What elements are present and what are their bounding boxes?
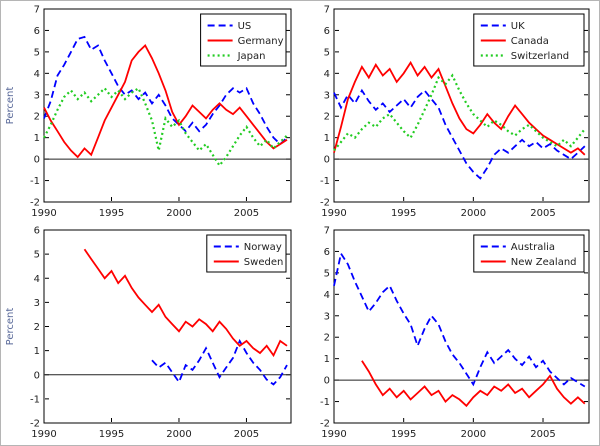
x-tick-label: 1990 — [321, 208, 346, 219]
y-tick-label: 4 — [324, 69, 330, 80]
x-tick-label: 2005 — [530, 208, 555, 219]
x-tick-label: 2000 — [166, 208, 191, 219]
legend-label: Sweden — [244, 257, 284, 268]
y-tick-label: 5 — [324, 47, 330, 58]
y-tick-label: 7 — [324, 226, 330, 237]
y-tick-label: 0 — [324, 376, 330, 387]
x-tick-label: 1995 — [391, 208, 416, 219]
y-tick-label: 1 — [324, 133, 330, 144]
x-tick-label: 1990 — [321, 429, 346, 440]
series-switzerland — [333, 73, 586, 152]
legend-label: UK — [511, 21, 525, 32]
y-tick-label: 3 — [324, 90, 330, 101]
y-axis-label: Percent — [5, 308, 16, 346]
y-tick-label: 0 — [34, 155, 40, 166]
legend-label: Norway — [244, 242, 282, 253]
legend — [473, 234, 585, 273]
legend-label: Germany — [238, 36, 284, 47]
y-tick-label: 6 — [34, 26, 40, 37]
legend-label: Australia — [511, 242, 555, 253]
x-tick-label: 2005 — [234, 429, 259, 440]
chart-bottom-left: -2 -1 0 1 2 3 4 5 6 1990 1995 2000 2005 Norway Sweden P… — [5, 226, 292, 440]
series-canada — [333, 60, 586, 156]
y-tick-label: 7 — [324, 5, 330, 16]
y-tick-label: 3 — [324, 311, 330, 322]
x-tick-label: 1995 — [99, 429, 124, 440]
y-tick-label: 5 — [324, 268, 330, 279]
x-tick-label: 2005 — [530, 429, 555, 440]
y-tick-label: 0 — [34, 370, 40, 381]
legend-label: Switzerland — [511, 51, 569, 62]
series-uk — [333, 88, 586, 180]
series-japan — [43, 86, 288, 168]
y-tick-label: -2 — [320, 419, 330, 430]
y-tick-label: -2 — [30, 419, 40, 430]
y-tick-label: 4 — [324, 290, 330, 301]
series-sweden — [83, 248, 288, 358]
y-tick-label: 6 — [34, 226, 40, 237]
y-tick-label: 3 — [34, 298, 40, 309]
chart-top-right: -2 -1 0 1 2 3 4 5 6 7 1990 1995 2000 2005 UK Canada Swit… — [320, 5, 590, 219]
legend-label: US — [238, 21, 252, 32]
y-tick-label: 5 — [34, 47, 40, 58]
y-tick-label: 1 — [324, 354, 330, 365]
x-tick-label: 1995 — [99, 208, 124, 219]
series-australia — [333, 251, 586, 388]
y-tick-label: 3 — [34, 90, 40, 101]
y-tick-label: 6 — [324, 26, 330, 37]
chart-panel-top-left: -2 -1 0 1 2 3 4 5 6 7 1990 1995 2000 2005 US Germany Jap… — [2, 2, 300, 223]
y-tick-label: -1 — [320, 397, 330, 408]
y-tick-label: -2 — [320, 198, 330, 209]
x-tick-label: 1990 — [31, 429, 56, 440]
chart-panel-top-right: -2 -1 0 1 2 3 4 5 6 7 1990 1995 2000 2005 UK Canada Swit… — [300, 2, 598, 223]
x-tick-label: 1990 — [31, 208, 56, 219]
legend-label: New Zealand — [511, 257, 577, 268]
legend — [206, 234, 287, 273]
y-tick-label: -1 — [30, 394, 40, 405]
legend-label: Canada — [511, 36, 549, 47]
legend-label: Japan — [237, 51, 266, 62]
chart-panel-bottom-left: -2 -1 0 1 2 3 4 5 6 1990 1995 2000 2005 Norway Sweden P… — [2, 223, 300, 444]
y-tick-label: -1 — [320, 176, 330, 187]
x-tick-label: 2005 — [234, 208, 259, 219]
x-tick-label: 2000 — [166, 429, 191, 440]
y-axis-label: Percent — [5, 87, 16, 125]
chart-bottom-right: -2 -1 0 1 2 3 4 5 6 7 1990 1995 2000 2005 Australia New… — [320, 226, 590, 440]
x-tick-label: 2000 — [461, 208, 486, 219]
y-tick-label: 2 — [324, 333, 330, 344]
x-tick-label: 1995 — [391, 429, 416, 440]
y-tick-label: 2 — [324, 112, 330, 123]
y-tick-label: 4 — [34, 274, 40, 285]
y-tick-label: 6 — [324, 247, 330, 258]
y-tick-label: 5 — [34, 250, 40, 261]
series-us — [43, 35, 288, 146]
y-tick-label: 4 — [34, 69, 40, 80]
y-tick-label: 2 — [34, 322, 40, 333]
x-tick-label: 2000 — [461, 429, 486, 440]
y-tick-label: 2 — [34, 112, 40, 123]
y-tick-label: 1 — [34, 133, 40, 144]
chart-panel-bottom-right: -2 -1 0 1 2 3 4 5 6 7 1990 1995 2000 2005 Australia New… — [300, 223, 598, 444]
y-tick-label: -1 — [30, 176, 40, 187]
y-tick-label: -2 — [30, 198, 40, 209]
y-tick-label: 7 — [34, 5, 40, 16]
series-norway — [151, 338, 288, 386]
chart-top-left: -2 -1 0 1 2 3 4 5 6 7 1990 1995 2000 2005 US Germany Jap… — [5, 5, 292, 219]
series-new-zealand — [361, 360, 586, 408]
series-germany — [43, 44, 288, 159]
y-tick-label: 0 — [324, 155, 330, 166]
y-tick-label: 1 — [34, 346, 40, 357]
